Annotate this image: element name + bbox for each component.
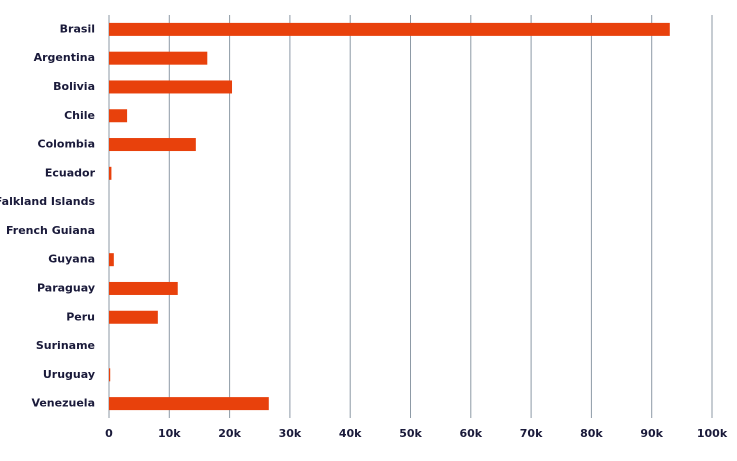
y-tick-label: Ecuador xyxy=(45,166,96,179)
bar xyxy=(109,253,114,267)
x-tick-label: 40k xyxy=(339,427,362,440)
bar xyxy=(109,138,196,152)
y-tick-label: Colombia xyxy=(38,138,96,151)
y-tick-label: Guyana xyxy=(48,253,95,266)
x-tick-label: 0 xyxy=(105,427,113,440)
x-tick-label: 20k xyxy=(218,427,241,440)
y-tick-label: Paraguay xyxy=(37,281,95,294)
bar xyxy=(109,22,670,36)
y-tick-label: Falkland Islands xyxy=(0,195,95,208)
bar xyxy=(109,397,269,411)
y-tick-label: Bolivia xyxy=(53,80,95,93)
bar xyxy=(109,109,128,123)
y-tick-label: Brasil xyxy=(60,22,95,35)
bar xyxy=(109,80,233,94)
bar xyxy=(109,368,111,382)
x-tick-label: 90k xyxy=(640,427,663,440)
x-tick-label: 70k xyxy=(520,427,543,440)
y-tick-label: French Guiana xyxy=(6,224,95,237)
y-tick-label: Uruguay xyxy=(43,368,95,381)
x-tick-label: 10k xyxy=(158,427,181,440)
y-tick-label: Chile xyxy=(64,109,95,122)
y-tick-label: Argentina xyxy=(34,51,95,64)
x-tick-label: 60k xyxy=(459,427,482,440)
y-tick-label: Venezuela xyxy=(31,397,95,410)
bar xyxy=(109,51,208,65)
bar xyxy=(109,310,158,324)
x-tick-label: 100k xyxy=(697,427,728,440)
y-tick-label: Peru xyxy=(66,310,95,323)
bar xyxy=(109,166,112,180)
x-tick-label: 30k xyxy=(279,427,302,440)
x-tick-label: 50k xyxy=(399,427,422,440)
x-tick-label: 80k xyxy=(580,427,603,440)
y-tick-label: Suriname xyxy=(36,339,95,352)
bar xyxy=(109,281,178,295)
